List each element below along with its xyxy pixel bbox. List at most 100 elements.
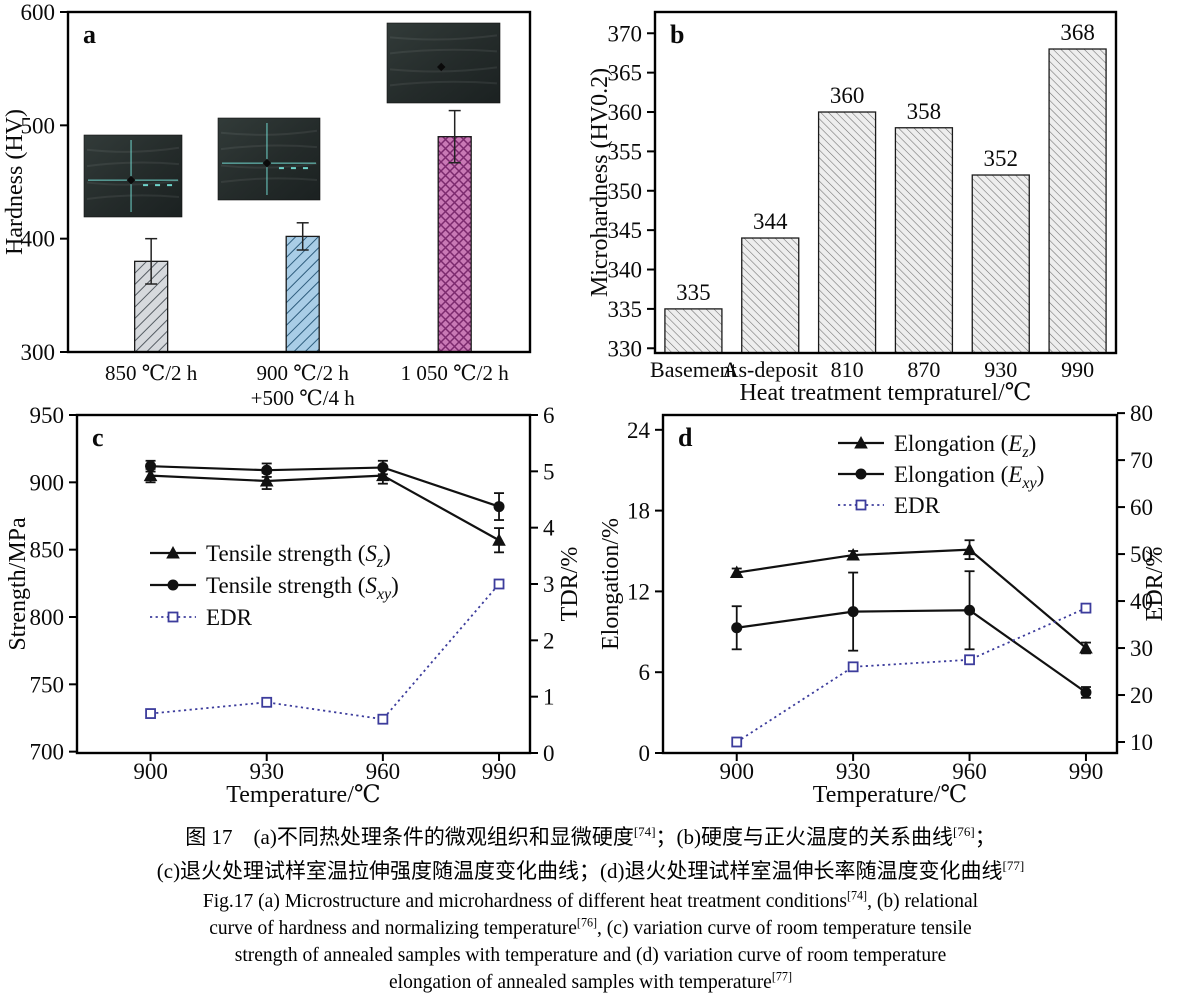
panel-d-ytick-left-label: 6: [639, 660, 651, 685]
panel-d-ytick-left-label: 0: [639, 741, 651, 766]
panel-a-category-1: 850 ℃/2 h: [105, 361, 198, 385]
panel-a-category-2: 900 ℃/2 h: [257, 361, 350, 385]
panel-a-ytick-label: 500: [21, 113, 56, 138]
panel-b-category-6: 990: [1061, 357, 1094, 382]
panel-c-y-axis-left-label: Strength/MPa: [5, 517, 31, 651]
circle-marker: [964, 604, 976, 616]
triangle-marker: [492, 533, 506, 546]
legend-label: EDR: [894, 493, 941, 518]
micrograph-inset-3: [386, 22, 501, 104]
panel-a-ytick-label: 300: [21, 340, 56, 365]
panel-c-series-3: [145, 578, 505, 725]
panel-b-bar-3: [817, 111, 877, 354]
panel-d-frame: [661, 413, 1119, 755]
circle-marker: [493, 501, 505, 513]
panel-b-ytick-label: 365: [608, 61, 643, 86]
panel-b-category-4: 870: [907, 357, 940, 382]
panel-a-y-axis-label: Hardness (HV): [2, 109, 28, 255]
panel-b-ytick-label: 345: [608, 218, 643, 243]
circle-marker: [731, 622, 743, 634]
indent-diamond: [436, 62, 446, 72]
panel-c-ytick-right-label: 4: [543, 516, 555, 541]
panel-b-ytick-label: 370: [608, 21, 643, 46]
circle-marker: [167, 579, 179, 591]
panel-c-ytick-right-label: 0: [543, 741, 555, 766]
square-open-marker: [377, 713, 389, 725]
panel-d-legend-entry-2: Elongation (Exy): [838, 462, 1044, 492]
panel-b-value-label-6: 368: [1060, 20, 1095, 45]
texture-streak: [389, 80, 498, 87]
panel-c-ytick-right-label: 2: [543, 628, 555, 653]
square-open-marker: [493, 578, 505, 590]
panel-d-ytick-right-label: 30: [1130, 636, 1153, 661]
panel-d-xtick-label: 930: [836, 759, 871, 784]
panel-b-ytick-label: 340: [608, 258, 643, 283]
circle-marker: [377, 462, 389, 474]
panel-d-y-axis-left-label: Elongation/%: [598, 518, 624, 650]
panel-c-ytick-right-label: 1: [543, 685, 555, 710]
panel-b-bar-5: [971, 174, 1030, 354]
panel-c-xtick-label: 990: [482, 759, 517, 784]
panel-a-ytick-label: 600: [21, 0, 56, 25]
panel-d-ytick-right-label: 10: [1130, 730, 1153, 755]
series-line: [736, 609, 1087, 694]
panel-b-bar-4: [894, 127, 954, 354]
panel-b-ytick-label: 360: [608, 100, 643, 125]
panel-a-category-3: 1 050 ℃/2 h: [401, 361, 510, 385]
panel-d-ytick-left-label: 18: [627, 499, 650, 524]
square-open-marker: [855, 499, 867, 511]
panel-c-y-axis-right-label: TDR/%: [557, 547, 583, 622]
panel-b-category-2: As-deposit: [723, 357, 818, 382]
series-line: [150, 583, 500, 721]
panel-c-xtick-label: 960: [366, 759, 401, 784]
series-line: [150, 474, 500, 542]
texture-streak: [220, 144, 318, 151]
panel-c-legend-entry-3: EDR: [150, 605, 253, 630]
texture-streak: [220, 162, 318, 169]
texture-streak: [389, 48, 498, 55]
panel-b-frame: [653, 10, 1118, 355]
indent-diamond: [262, 158, 272, 168]
panel-b: 335 Basement 344 As-deposit 360 810 358 870 352 9…: [587, 10, 1118, 406]
square-open-marker: [145, 708, 156, 719]
triangle-marker: [962, 542, 977, 556]
panel-c-ytick-right-label: 3: [543, 572, 555, 597]
triangle-marker: [143, 468, 158, 482]
caption-zh-line-1: 图 17 (a)不同热处理条件的微观组织和显微硬度[74]；(b)硬度与正火温度…: [185, 824, 996, 849]
panel-c-x-axis-label: Temperature/℃: [226, 782, 380, 808]
triangle-marker: [259, 473, 274, 487]
circle-marker: [1080, 686, 1092, 698]
panel-d-series-1: [729, 539, 1093, 655]
panel-b-category-1: Basement: [650, 357, 737, 382]
panel-a-bar-2: [285, 235, 320, 353]
panel-d-xtick-label: 960: [952, 759, 987, 784]
panel-a-letter: a: [83, 20, 96, 49]
circle-marker: [261, 464, 273, 476]
panel-b-letter: b: [670, 20, 684, 49]
panel-d-ytick-right-label: 20: [1130, 683, 1153, 708]
panel-b-y-axis-label: Microhardness (HV0.2): [587, 68, 613, 297]
panel-d-ytick-left-label: 24: [627, 418, 651, 443]
panel-d-ytick-left-label: 12: [627, 579, 650, 604]
panel-b-ytick-label: 335: [608, 297, 643, 322]
square-open-marker: [167, 611, 179, 623]
panel-b-bar-6: [1048, 48, 1107, 354]
panel-c-ytick-left-label: 950: [30, 403, 65, 428]
square-open-marker: [1080, 602, 1092, 614]
panel-d: 0 6 12 18 24 10 20 30 40 50 60 70 80 900 930 960 990 Elon…: [598, 401, 1168, 808]
panel-c-ytick-left-label: 850: [30, 538, 65, 563]
panel-d-ytick-right-label: 50: [1130, 542, 1153, 567]
charts-canvas: 850 ℃/2 h 900 ℃/2 h+500 ℃/4 h 1 050 ℃/2 h 3…: [2, 0, 1168, 808]
triangle-marker: [729, 565, 744, 579]
panel-a-frame: [66, 10, 532, 354]
panel-c-ytick-left-label: 750: [30, 672, 65, 697]
panel-c-ytick-right-label: 5: [543, 459, 555, 484]
panel-d-ytick-right-label: 40: [1130, 589, 1153, 614]
panel-b-bar-2: [741, 237, 800, 354]
panel-d-legend-entry-3: EDR: [838, 493, 941, 518]
series-line: [736, 607, 1087, 743]
panel-b-ytick-label: 355: [608, 139, 643, 164]
panel-c-ytick-left-label: 800: [30, 605, 65, 630]
figure-caption: 图 17 (a)不同热处理条件的微观组织和显微硬度[74]；(b)硬度与正火温度…: [0, 815, 1181, 996]
